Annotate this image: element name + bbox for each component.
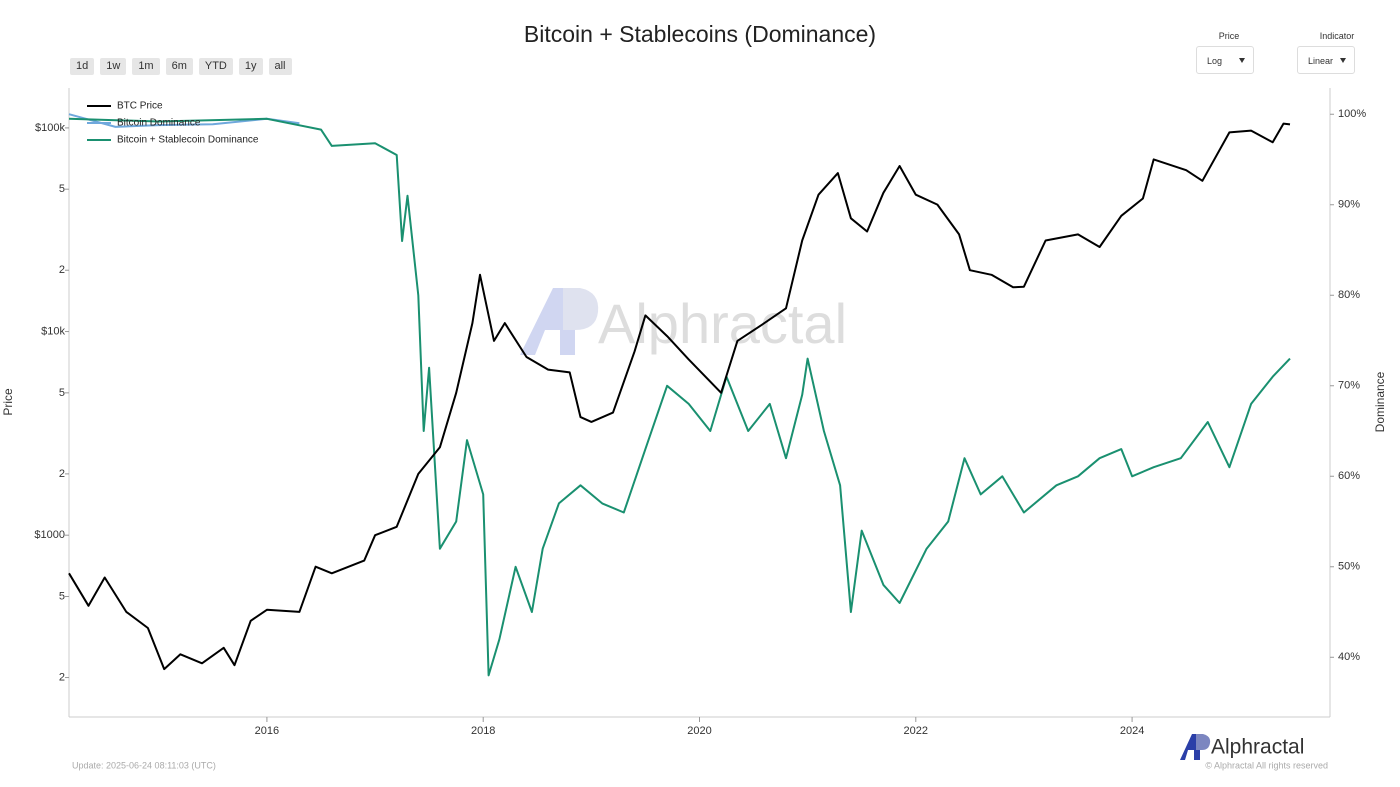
indicator-scale-value: Linear: [1308, 56, 1334, 66]
y-tick-label: 5: [59, 183, 65, 195]
x-tick-label: 2022: [904, 725, 928, 737]
y2-tick-label: 50%: [1338, 561, 1360, 573]
y2-tick-label: 80%: [1338, 289, 1360, 301]
y2-tick-label: 70%: [1338, 380, 1360, 392]
x-tick-label: 2020: [687, 725, 711, 737]
y-axis-title: Price: [1, 388, 15, 416]
logo-mark: [1196, 734, 1211, 750]
y2-tick-label: 100%: [1338, 108, 1366, 120]
price-scale-value: Log: [1207, 56, 1223, 66]
y-tick-label: 2: [59, 264, 65, 276]
watermark-logo: [563, 288, 599, 330]
watermark-text: Alphractal: [598, 292, 847, 355]
logo-mark: [1180, 734, 1200, 760]
logo-text: Alphractal: [1211, 736, 1304, 759]
copyright: © Alphractal All rights reserved: [1205, 760, 1328, 770]
watermark: Alphractal: [520, 288, 847, 355]
footer-logo: Alphractal: [1180, 734, 1304, 760]
dropdown-arrow: [1239, 58, 1245, 63]
y-tick-label: 5: [59, 590, 65, 602]
x-tick-label: 2024: [1120, 725, 1144, 737]
y-tick-label: 5: [59, 387, 65, 399]
y2-tick-label: 60%: [1338, 470, 1360, 482]
indicator-scale-label: Indicator: [1319, 31, 1355, 41]
y-tick-label: 2: [59, 671, 65, 683]
range-button[interactable]: 1w: [100, 58, 127, 75]
y-tick-label: 2: [59, 468, 65, 480]
x-tick-label: 2016: [255, 725, 279, 737]
y2-axis-title: Dominance: [1373, 371, 1387, 432]
y-tick-label: $10k: [41, 325, 65, 337]
watermark-logo: [520, 288, 575, 355]
price-scale-label: Price: [1218, 31, 1240, 41]
chart-title: Bitcoin + Stablecoins (Dominance): [524, 21, 876, 47]
range-button[interactable]: YTD: [198, 58, 233, 75]
x-tick-label: 2018: [471, 725, 495, 737]
y2-tick-label: 90%: [1338, 199, 1360, 211]
range-button[interactable]: 6m: [165, 58, 193, 75]
dropdown-arrow: [1340, 58, 1346, 63]
indicator-scale-dropdown[interactable]: Linear: [1297, 46, 1355, 74]
range-button[interactable]: 1y: [238, 58, 263, 75]
range-button[interactable]: all: [268, 58, 292, 75]
legend-label: Bitcoin Dominance: [117, 118, 201, 129]
series-line: [68, 117, 1291, 677]
legend-label: Bitcoin + Stablecoin Dominance: [117, 135, 259, 146]
range-button[interactable]: 1m: [132, 58, 160, 75]
update-text: Update: 2025-06-24 08:11:03 (UTC): [72, 760, 216, 770]
range-button[interactable]: 1d: [70, 58, 95, 75]
legend-label: BTC Price: [117, 101, 163, 112]
price-scale-dropdown[interactable]: Log: [1196, 46, 1254, 74]
y-tick-label: $1000: [34, 529, 65, 541]
series-line: [68, 122, 1291, 671]
y2-tick-label: 40%: [1338, 651, 1360, 663]
y-tick-label: $100k: [35, 122, 65, 134]
